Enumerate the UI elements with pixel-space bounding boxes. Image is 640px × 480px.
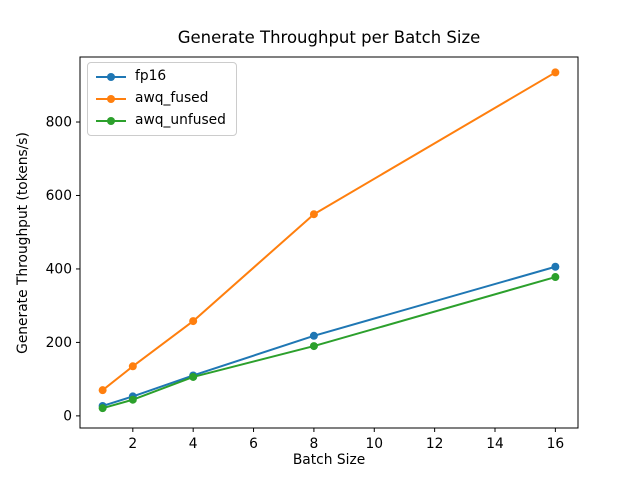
series-marker-awq_unfused — [189, 372, 198, 381]
y-axis-label: Generate Throughput (tokens/s) — [15, 132, 31, 354]
series-marker-awq_fused — [128, 362, 137, 371]
x-tick-label: 6 — [249, 436, 258, 452]
legend-item-fp16: fp16 — [95, 66, 226, 88]
legend-marker-icon — [96, 95, 126, 103]
legend-label: awq_fused — [135, 90, 209, 107]
y-tick-label: 600 — [46, 188, 72, 204]
y-tick-label: 0 — [63, 408, 72, 424]
axes-spines — [79, 56, 579, 429]
chart-title: Generate Throughput per Batch Size — [177, 28, 481, 47]
x-tick-label: 8 — [310, 436, 319, 452]
x-tick-label: 4 — [189, 436, 198, 452]
legend-item-awq_unfused: awq_unfused — [95, 110, 226, 132]
y-tick-label: 200 — [46, 335, 72, 351]
x-tick-label: 12 — [426, 436, 444, 452]
series-marker-fp16 — [309, 331, 318, 340]
series-marker-awq_fused — [551, 68, 560, 77]
y-tick-label: 400 — [46, 261, 72, 277]
series-line-awq_unfused — [101, 276, 557, 410]
series-marker-awq_fused — [309, 210, 318, 219]
x-tick-label: 2 — [128, 436, 137, 452]
legend-item-awq_fused: awq_fused — [95, 88, 226, 110]
series-marker-awq_fused — [189, 317, 198, 326]
x-tick-label: 10 — [365, 436, 383, 452]
y-tick-label: 800 — [46, 115, 72, 131]
series-marker-awq_unfused — [551, 273, 560, 282]
x-tick-label: 14 — [486, 436, 504, 452]
series-marker-awq_unfused — [128, 395, 137, 404]
legend-marker-icon — [96, 73, 126, 81]
series-marker-awq_unfused — [309, 342, 318, 351]
series-marker-awq_fused — [98, 386, 107, 395]
series-marker-awq_unfused — [98, 404, 107, 413]
legend-marker-icon — [96, 117, 126, 125]
legend-label: awq_unfused — [135, 112, 226, 129]
legend: fp16 awq_fused awq_unfused — [87, 62, 237, 136]
series-marker-fp16 — [551, 262, 560, 271]
legend-label: fp16 — [135, 68, 167, 85]
x-axis-label: Batch Size — [292, 452, 366, 468]
x-tick-label: 16 — [547, 436, 565, 452]
